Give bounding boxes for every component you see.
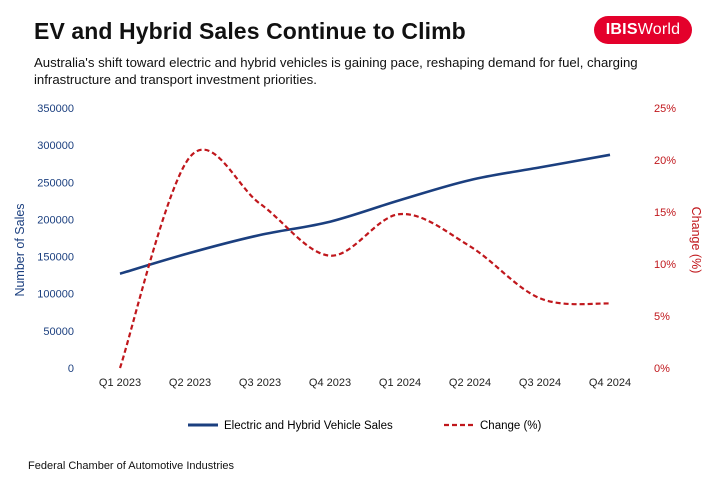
right-axis: 0% 5% 10% 15% 20% 25% (654, 103, 676, 375)
logo-bold-text: IBIS (605, 21, 638, 38)
series-layer (118, 148, 611, 369)
source-note: Federal Chamber of Automotive Industries (28, 460, 235, 472)
left-axis: 0 50000 100000 150000 200000 250000 300000 3500… (37, 103, 74, 375)
sales-series-line (119, 153, 611, 275)
right-tick-label: 15% (654, 207, 676, 219)
right-tick-label: 0% (654, 363, 670, 375)
x-axis: Q1 2023 Q2 2023 Q3 2023 Q4 2023 Q1 2024 Q2 20… (99, 377, 631, 389)
left-tick-label: 150000 (37, 252, 74, 264)
x-tick-label: Q4 2024 (589, 377, 631, 389)
left-tick-label: 350000 (37, 103, 74, 115)
change-series-line (118, 148, 611, 369)
y2-axis-label: Change (%) (689, 207, 703, 274)
ibisworld-logo: IBISWorld (594, 16, 692, 44)
page-title: EV and Hybrid Sales Continue to Climb (34, 18, 466, 44)
left-tick-label: 0 (68, 363, 74, 375)
page-subtitle: Australia's shift toward electric and hy… (34, 55, 638, 87)
x-tick-label: Q2 2024 (449, 377, 491, 389)
x-tick-label: Q1 2024 (379, 377, 421, 389)
legend-label-change: Change (%) (480, 420, 542, 432)
left-tick-label: 100000 (37, 289, 74, 301)
logo-rest-text: World (637, 21, 681, 38)
legend: Electric and Hybrid Vehicle Sales Change… (188, 420, 542, 432)
legend-label-sales: Electric and Hybrid Vehicle Sales (224, 420, 393, 432)
right-tick-label: 10% (654, 259, 676, 271)
right-tick-label: 5% (654, 311, 670, 323)
left-tick-label: 250000 (37, 177, 74, 189)
left-tick-label: 200000 (37, 214, 74, 226)
y-axis-label: Number of Sales (13, 203, 27, 296)
left-tick-label: 50000 (43, 326, 74, 338)
x-tick-label: Q1 2023 (99, 377, 141, 389)
x-tick-label: Q2 2023 (169, 377, 211, 389)
left-tick-label: 300000 (37, 140, 74, 152)
x-tick-label: Q4 2023 (309, 377, 351, 389)
x-tick-label: Q3 2023 (239, 377, 281, 389)
right-tick-label: 20% (654, 155, 676, 167)
x-tick-label: Q3 2024 (519, 377, 561, 389)
right-tick-label: 25% (654, 103, 676, 115)
